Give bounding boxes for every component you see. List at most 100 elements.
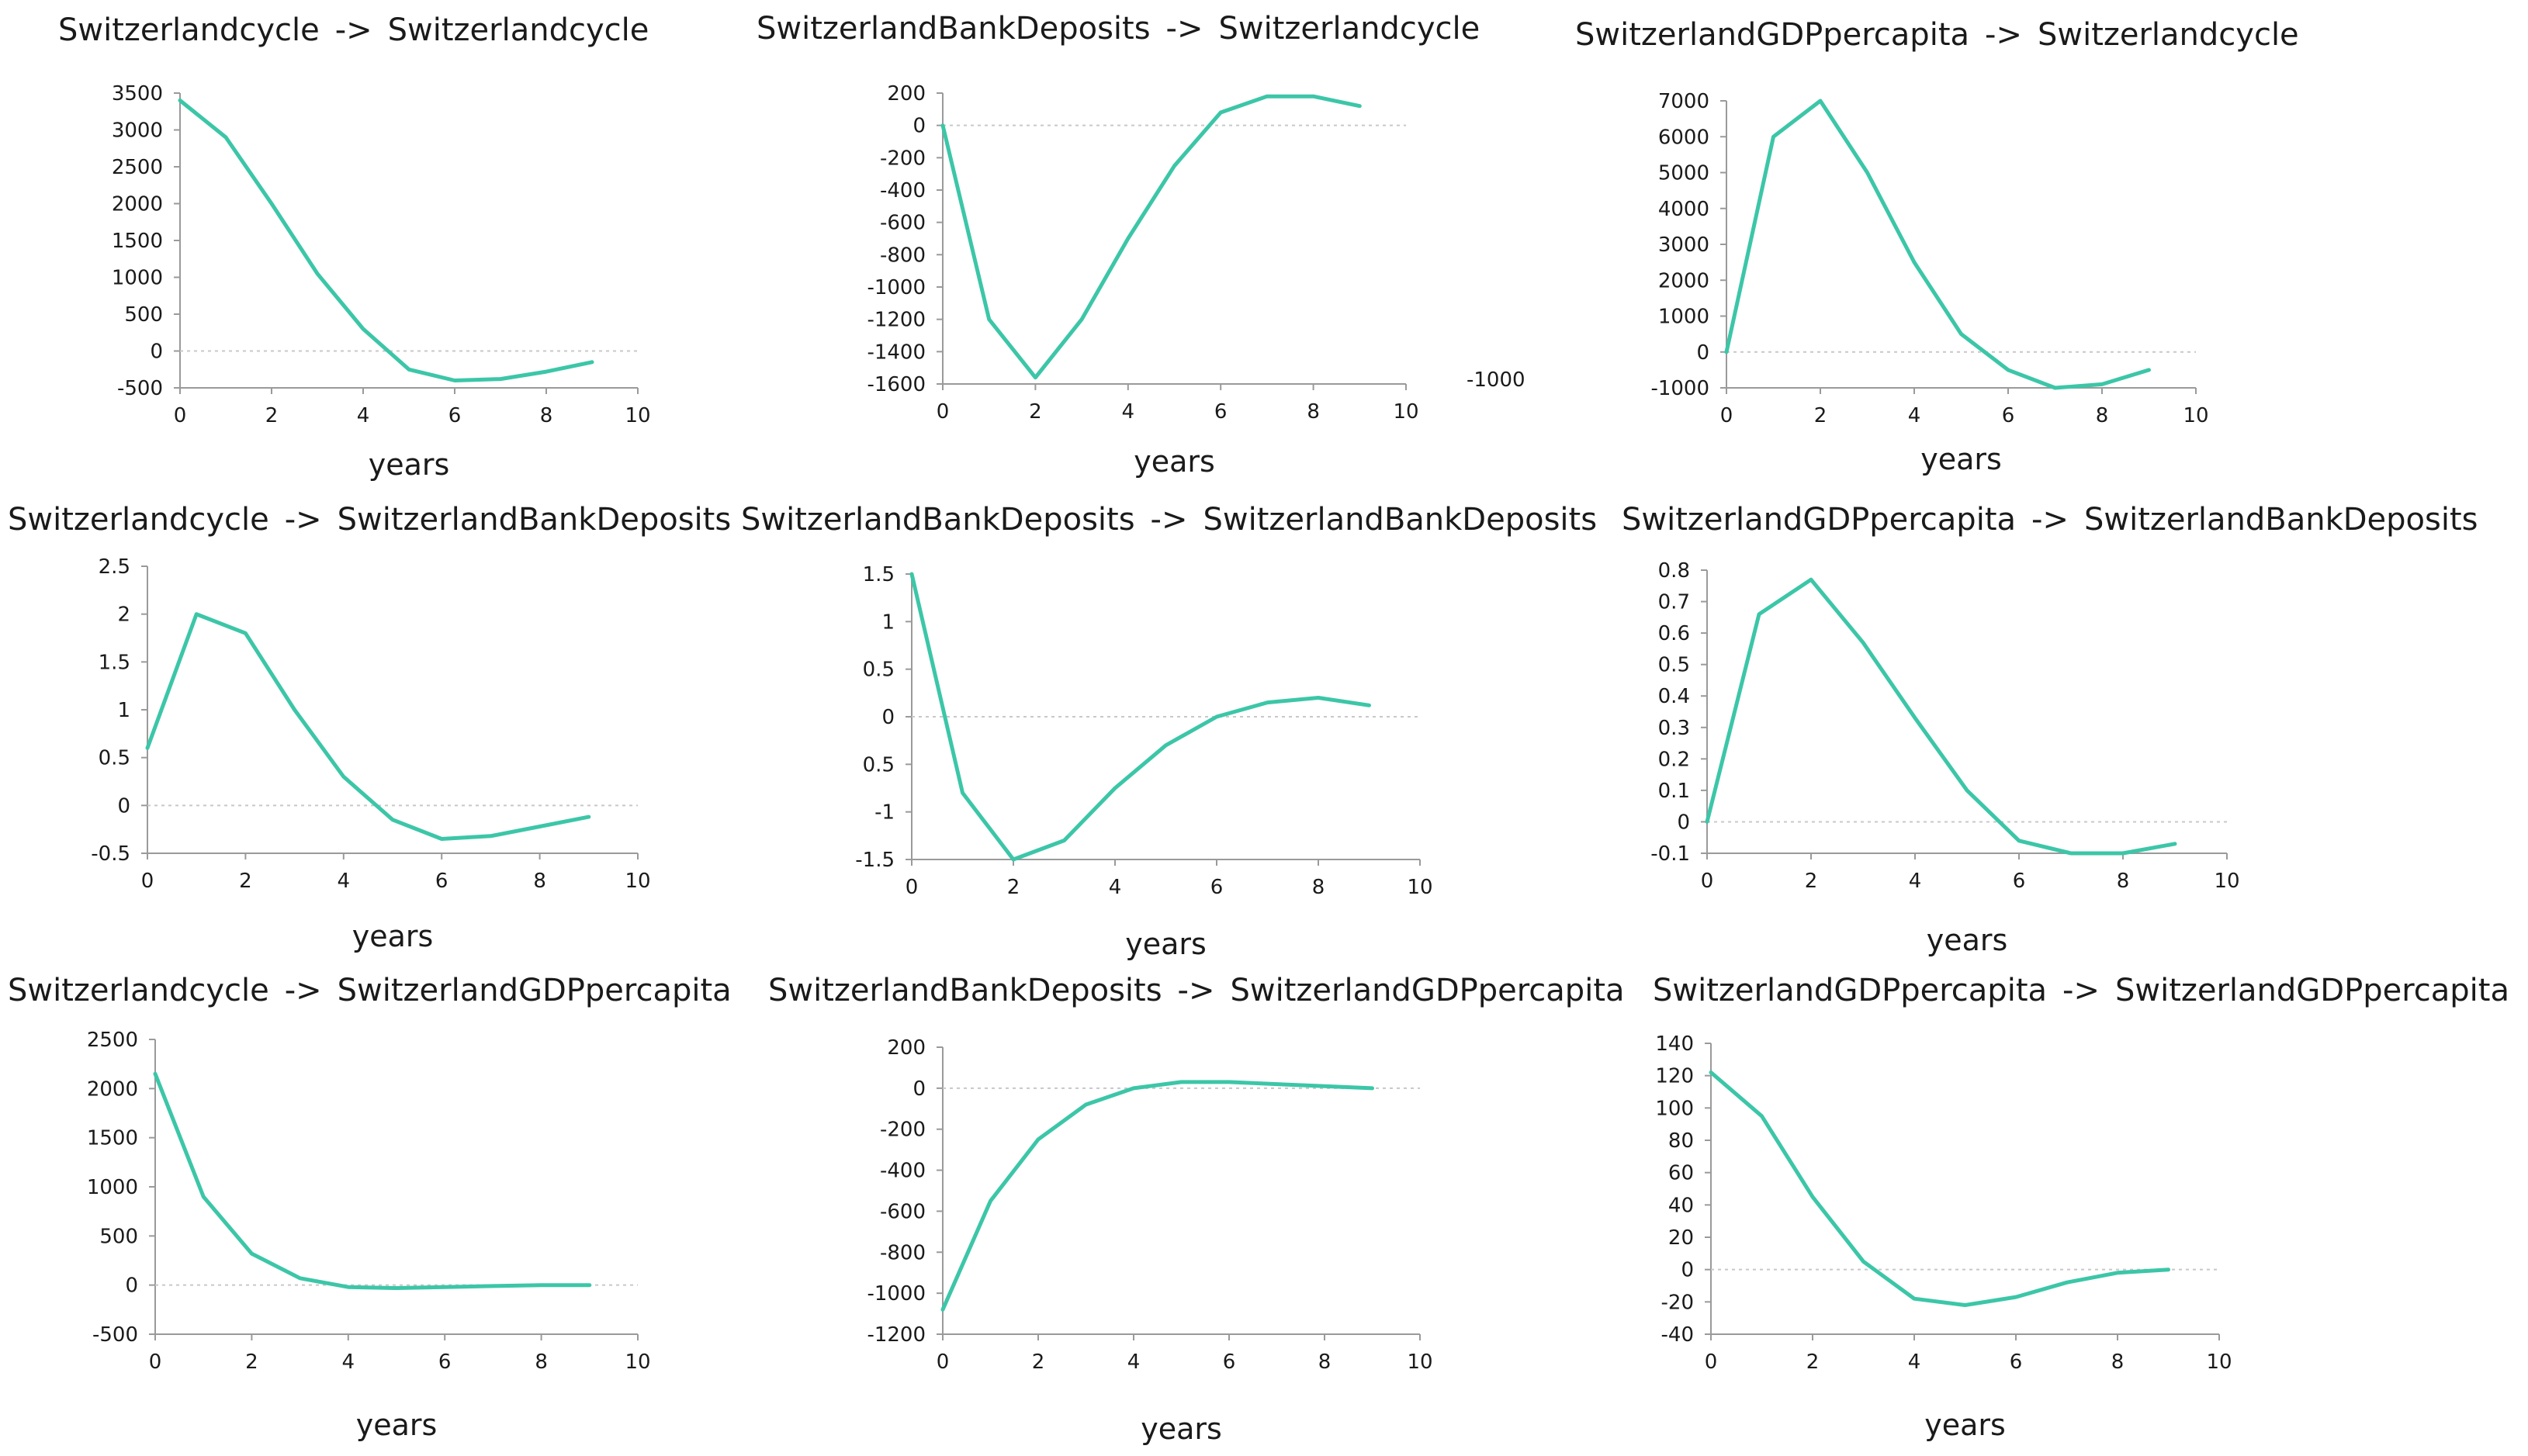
y-tick-label: 1000	[87, 1176, 138, 1199]
y-tick-label: -40	[1661, 1323, 1694, 1347]
title-from: SwitzerlandGDPpercapita	[1653, 973, 2047, 1008]
chart-title: SwitzerlandGDPpercapita -> SwitzerlandBank…	[1622, 502, 2478, 538]
chart-panel: SwitzerlandGDPpercapita -> SwitzerlandBank…	[1622, 502, 2478, 957]
title-to: SwitzerlandGDPpercapita	[1231, 973, 1625, 1008]
y-tick-label: 0.3	[1658, 717, 1690, 740]
x-tick-label: 4	[1122, 400, 1135, 424]
chart-panel: Switzerlandcycle -> SwitzerlandBankDeposit…	[8, 502, 731, 953]
y-tick-label: 0.5	[863, 753, 895, 776]
y-tick-label: 2	[117, 603, 130, 627]
title-to: SwitzerlandGDPpercapita	[338, 973, 732, 1008]
x-tick-label: 2	[1806, 1351, 1820, 1374]
x-axis-label: years	[369, 448, 450, 482]
x-tick-label: 2	[239, 870, 252, 893]
x-tick-label: 0	[1720, 404, 1733, 427]
y-tick-label: -1200	[867, 309, 926, 332]
x-tick-label: 4	[1908, 1351, 1921, 1374]
y-tick-label: 20	[1668, 1226, 1694, 1250]
x-tick-label: 0	[1701, 870, 1714, 893]
title-from: SwitzerlandGDPpercapita	[1575, 17, 1969, 53]
x-tick-label: 0	[937, 1351, 950, 1374]
x-tick-label: 10	[625, 870, 650, 893]
chart-title: Switzerlandcycle -> SwitzerlandBankDeposit…	[8, 502, 731, 538]
x-tick-label: 2	[1814, 404, 1827, 427]
y-tick-label: 0	[1681, 1259, 1694, 1282]
y-tick-label: -1000	[867, 276, 926, 299]
stray-value-label: -1000	[1467, 368, 1525, 392]
x-axis-label: years	[1125, 927, 1207, 961]
x-tick-label: 4	[1127, 1351, 1141, 1374]
y-tick-label: 1500	[112, 230, 163, 253]
y-tick-label: -800	[880, 1241, 926, 1264]
chart-title: SwitzerlandGDPpercapita -> SwitzerlandGDPp…	[1653, 973, 2509, 1008]
chart-panel: Switzerlandcycle -> SwitzerlandGDPpercapit…	[8, 973, 732, 1442]
series-line	[153, 1071, 592, 1290]
x-tick-label: 0	[141, 870, 154, 893]
title-arrow: ->	[1178, 973, 1215, 1008]
x-tick-label: 8	[2096, 404, 2109, 427]
y-tick-label: -1000	[867, 1282, 926, 1306]
y-tick-label: 0	[117, 794, 130, 818]
x-tick-label: 8	[535, 1351, 548, 1374]
y-tick-label: 200	[887, 1036, 926, 1060]
y-tick-label: 1000	[1658, 306, 1709, 329]
y-tick-label: 0	[150, 341, 163, 364]
series-line	[145, 612, 591, 841]
x-tick-label: 6	[438, 1351, 452, 1374]
x-tick-label: 4	[1109, 876, 1122, 899]
chart-title: SwitzerlandGDPpercapita -> Switzerlandcycl…	[1575, 17, 2299, 53]
y-tick-label: 500	[99, 1225, 138, 1248]
y-tick-label: 500	[124, 303, 163, 327]
series-line	[909, 572, 1371, 862]
y-tick-label: 6000	[1658, 126, 1709, 149]
x-tick-label: 2	[265, 404, 279, 427]
x-tick-label: 10	[2214, 870, 2239, 893]
x-tick-label: 10	[625, 404, 650, 427]
y-tick-label: -1.5	[855, 849, 895, 872]
x-axis-label: years	[1134, 444, 1215, 479]
title-from: Switzerlandcycle	[8, 502, 269, 538]
title-to: SwitzerlandBankDeposits	[1203, 502, 1598, 538]
y-tick-label: 1500	[87, 1127, 138, 1150]
x-tick-label: 10	[1407, 876, 1432, 899]
x-tick-label: 10	[2206, 1351, 2232, 1374]
x-tick-label: 8	[2117, 870, 2130, 893]
x-tick-label: 4	[338, 870, 351, 893]
chart-panel: Switzerlandcycle -> Switzerlandcycle 3500 30…	[58, 12, 651, 482]
y-tick-label: 0.6	[1658, 622, 1690, 645]
y-tick-label: -400	[880, 179, 926, 202]
y-tick-label: 2000	[112, 193, 163, 216]
x-tick-label: 2	[1805, 870, 1818, 893]
x-tick-label: 6	[435, 870, 448, 893]
x-tick-label: 4	[1909, 870, 1922, 893]
x-tick-label: 8	[2111, 1351, 2125, 1374]
chart-panel: SwitzerlandBankDeposits -> SwitzerlandBank…	[741, 502, 1597, 961]
y-tick-label: -1400	[867, 341, 926, 364]
x-tick-label: 8	[540, 404, 553, 427]
chart-title: Switzerlandcycle -> Switzerlandcycle	[58, 12, 649, 48]
series-line	[178, 99, 594, 382]
x-tick-label: 6	[2002, 404, 2015, 427]
x-tick-label: 0	[149, 1351, 162, 1374]
x-tick-label: 2	[245, 1351, 258, 1374]
title-arrow: ->	[285, 502, 322, 538]
x-axis-label: years	[1920, 442, 2002, 476]
x-tick-label: 8	[533, 870, 546, 893]
y-tick-label: -1000	[1650, 377, 1709, 400]
title-to: Switzerlandcycle	[1219, 11, 1480, 47]
y-tick-label: 0	[1677, 811, 1690, 834]
title-to: SwitzerlandBankDeposits	[2084, 502, 2478, 538]
y-tick-label: 7000	[1658, 90, 1709, 113]
y-tick-label: 3500	[112, 82, 163, 105]
y-tick-label: 0.8	[1658, 559, 1690, 583]
y-tick-label: -800	[880, 244, 926, 267]
y-tick-label: 40	[1668, 1194, 1694, 1217]
chart-panel: SwitzerlandBankDeposits -> Switzerlandcycl…	[757, 11, 1480, 479]
y-tick-label: 120	[1655, 1065, 1694, 1088]
y-tick-label: -500	[117, 377, 163, 400]
y-tick-label: -600	[880, 212, 926, 235]
series-line	[940, 94, 1362, 380]
title-to: Switzerlandcycle	[2038, 17, 2299, 53]
y-tick-label: -0.1	[1650, 842, 1690, 866]
